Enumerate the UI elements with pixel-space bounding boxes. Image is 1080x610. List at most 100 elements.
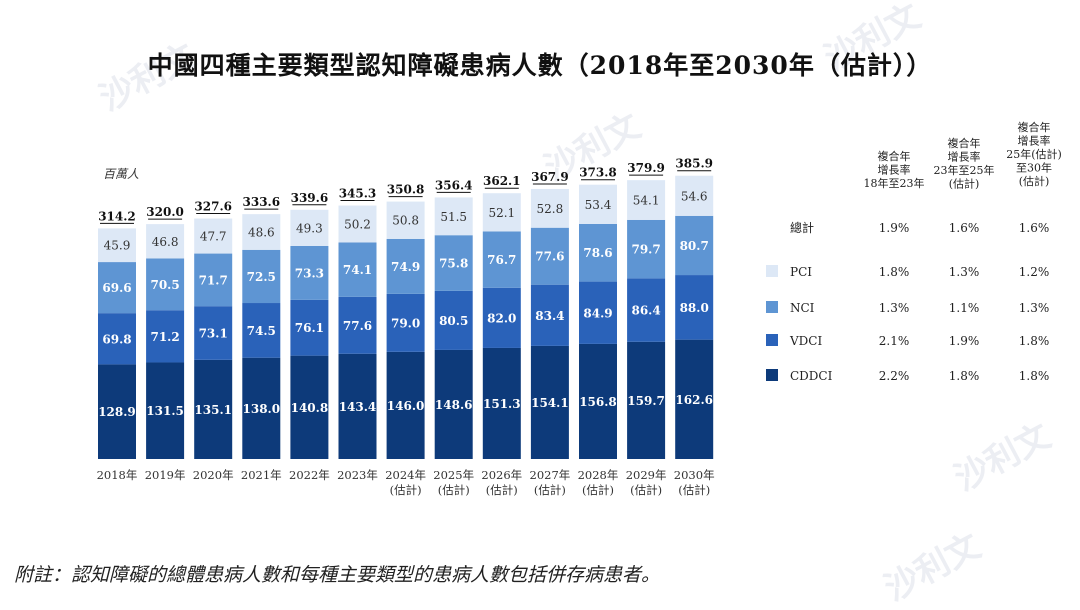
bar-value-label: 159.7 <box>627 394 665 408</box>
x-tick-sublabel: (估計) <box>486 483 518 497</box>
bar-value-label: 75.8 <box>439 257 468 271</box>
bar-total-label: 333.6 <box>243 195 281 209</box>
bar-segment-nci <box>434 235 473 291</box>
bar-value-label: 52.8 <box>537 202 564 216</box>
cagr-header-text: 複合年 <box>948 136 981 150</box>
bar-segment-vdci <box>386 293 425 352</box>
bar-segment-nci <box>146 258 185 311</box>
bar-value-label: 84.9 <box>583 306 612 320</box>
bar-total-label: 379.9 <box>627 161 665 175</box>
bar-segment-cddci <box>675 339 714 459</box>
bar-segment-vdci <box>675 275 714 340</box>
bar-value-label: 86.4 <box>631 304 660 318</box>
x-tick-label: 2027年 <box>530 468 571 482</box>
bar-value-label: 73.3 <box>295 266 324 280</box>
bar-segment-cddci <box>146 362 185 459</box>
cagr-value: 1.3% <box>879 301 910 315</box>
bar-segment-cddci <box>98 364 136 459</box>
cagr-header-text: (估計) <box>949 177 980 191</box>
bar-segment-pci <box>242 214 281 250</box>
legend-swatch-cddci <box>766 369 778 381</box>
bar-segment-pci <box>146 224 185 259</box>
bar-value-label: 131.5 <box>146 404 184 418</box>
bar-segment-vdci <box>482 287 521 348</box>
x-tick-label: 2024年 <box>385 468 426 482</box>
cagr-header-text: 至30年 <box>1016 161 1052 175</box>
bar-segment-pci <box>98 228 136 263</box>
bar-segment-cddci <box>242 357 281 459</box>
cagr-header-text: 18年至23年 <box>864 176 925 190</box>
bar-segment-nci <box>530 227 569 285</box>
stacked-bar-chart: 百萬人 128.9 69.8 69.6 45.9 314.2 2018年 131.5 71.2 7… <box>97 120 1062 497</box>
bar-segment-pci <box>434 197 473 236</box>
x-tick-sublabel: (估計) <box>582 483 614 497</box>
cagr-value: 2.1% <box>879 334 910 348</box>
bar-total-label: 385.9 <box>675 157 713 171</box>
bar-segment-nci <box>579 223 617 282</box>
bar-value-label: 143.4 <box>339 400 377 414</box>
bar-value-label: 50.8 <box>392 214 419 228</box>
legend-swatch-nci <box>766 301 778 313</box>
bar-total-label: 356.4 <box>435 178 473 192</box>
bar-value-label: 151.3 <box>483 397 521 411</box>
bar-value-label: 54.1 <box>633 194 660 208</box>
bar-value-label: 78.6 <box>583 246 612 260</box>
legend-label: VDCI <box>789 334 822 348</box>
x-tick-label: 2023年 <box>337 468 378 482</box>
chart-title: 中國四種主要類型認知障礙患病人數（2018年至2030年（估計）） <box>147 51 933 80</box>
x-tick-sublabel: (估計) <box>438 483 470 497</box>
cagr-header-text: (估計) <box>1019 174 1050 188</box>
x-tick-label: 2026年 <box>481 468 522 482</box>
x-tick-label: 2022年 <box>289 468 330 482</box>
x-tick-sublabel: (估計) <box>630 483 662 497</box>
bar-total-label: 314.2 <box>98 209 136 223</box>
bar-value-label: 154.1 <box>531 396 569 410</box>
cagr-header-text: 增長率 <box>878 163 911 177</box>
bar-value-label: 74.5 <box>247 324 276 338</box>
cagr-value: 1.6% <box>949 221 980 235</box>
x-tick-label: 2019年 <box>145 468 186 482</box>
bar-segment-pci <box>675 175 714 216</box>
bar-segment-vdci <box>146 310 185 363</box>
cagr-header-text: 25年(估計) <box>1006 147 1062 161</box>
bar-value-label: 138.0 <box>243 402 281 416</box>
bar-value-label: 71.7 <box>199 273 228 287</box>
bar-segment-nci <box>242 249 281 304</box>
bar-segment-nci <box>482 231 521 288</box>
legend-label: CDDCI <box>790 369 833 383</box>
bar-value-label: 52.1 <box>488 206 515 220</box>
bar-value-label: 140.8 <box>291 401 329 415</box>
x-tick-sublabel: (估計) <box>678 483 710 497</box>
bar-segment-cddci <box>627 341 666 459</box>
bar-value-label: 80.7 <box>680 239 709 253</box>
cagr-value: 1.3% <box>1019 301 1050 315</box>
legend-label: 總計 <box>790 220 814 235</box>
bar-total-label: 320.0 <box>146 205 184 219</box>
cagr-value: 2.2% <box>879 369 910 383</box>
x-tick-sublabel: (估計) <box>390 483 422 497</box>
bar-total-label: 345.3 <box>339 187 377 201</box>
cagr-value: 1.3% <box>949 265 980 279</box>
bar-value-label: 128.9 <box>98 405 136 419</box>
cagr-value: 1.6% <box>1019 221 1050 235</box>
x-tick-label: 2021年 <box>241 468 282 482</box>
cagr-value: 1.8% <box>1019 334 1050 348</box>
footnote: 附註：認知障礙的總體患病人數和每種主要類型的患病人數包括併存病患者。 <box>14 564 661 586</box>
bar-segment-cddci <box>579 343 617 459</box>
bar-segment-vdci <box>290 299 329 356</box>
bar-segment-nci <box>194 253 233 307</box>
legend-label: NCI <box>790 301 815 315</box>
bar-segment-pci <box>482 193 521 232</box>
bar-total-label: 339.6 <box>291 191 329 205</box>
bar-segment-cddci <box>386 351 425 459</box>
bar-segment-nci <box>627 219 666 279</box>
cagr-value: 1.9% <box>879 221 910 235</box>
x-tick-label: 2020年 <box>193 468 234 482</box>
cagr-header-text: 增長率 <box>948 150 981 164</box>
unit-label: 百萬人 <box>103 167 139 181</box>
cagr-value: 1.8% <box>949 369 980 383</box>
bar-value-label: 70.5 <box>150 278 179 292</box>
bar-value-label: 47.7 <box>200 230 227 244</box>
cagr-value: 1.9% <box>949 334 980 348</box>
legend-swatch-vdci <box>766 334 778 346</box>
